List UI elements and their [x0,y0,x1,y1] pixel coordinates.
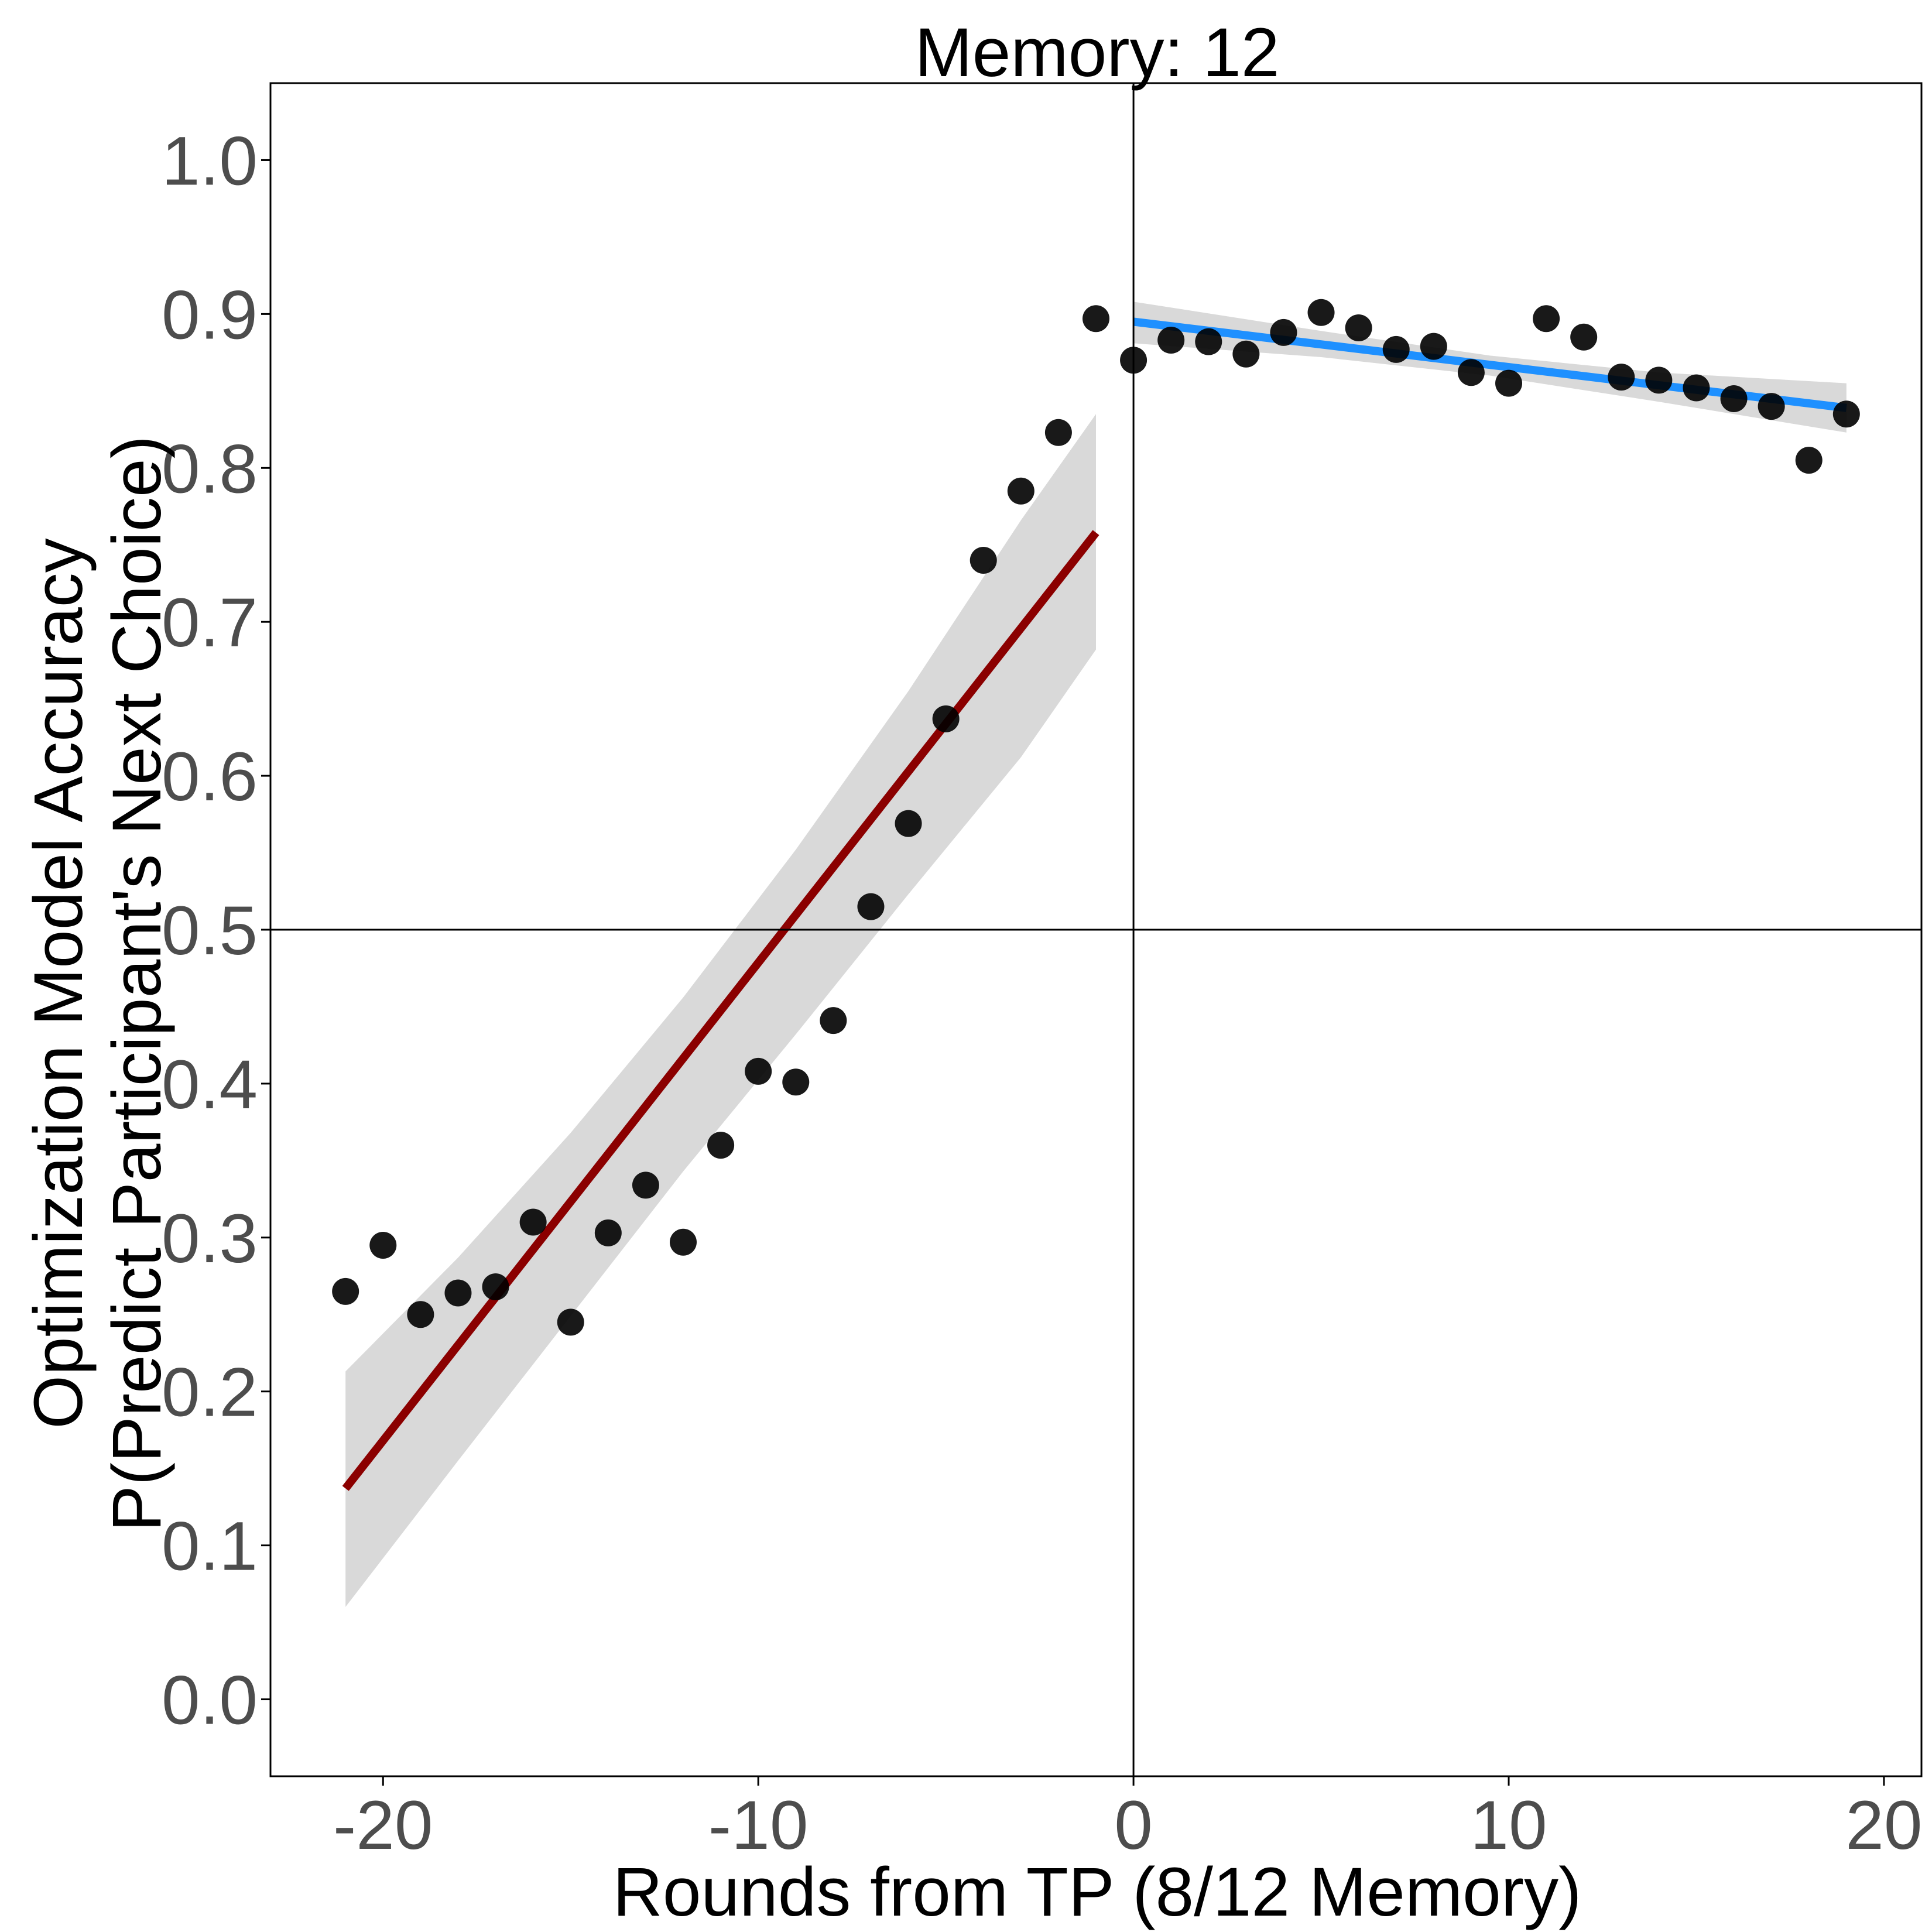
data-point [895,810,922,837]
data-point [820,1007,847,1034]
x-tick-label: 10 [1470,1787,1547,1864]
data-point [369,1231,397,1259]
data-point [444,1279,472,1307]
x-tick-label: -20 [333,1787,433,1864]
data-point [1832,400,1860,428]
data-point [782,1068,810,1096]
data-point [1570,323,1598,351]
y-tick-label: 0.0 [162,1662,258,1739]
y-tick-label: 0.6 [162,738,258,816]
data-point [1645,366,1673,394]
data-point [932,705,960,732]
x-tick-label: 20 [1845,1787,1922,1864]
data-point [707,1132,735,1159]
y-tick-label: 0.8 [162,430,258,508]
y-tick-label: 0.9 [162,276,258,354]
data-point [519,1208,547,1236]
y-tick-label: 0.7 [162,584,258,662]
data-point [745,1057,772,1085]
data-point [1120,347,1147,374]
x-axis-title: Rounds from TP (8/12 Memory) [613,1854,1582,1931]
y-axis-title: Optimization Model Accuracy P(Predict Pa… [20,436,176,1532]
data-point [1420,333,1447,360]
data-point [1195,328,1222,355]
y-tick-label: 1.0 [162,122,258,200]
chart-title: Memory: 12 [915,14,1280,91]
data-point [970,547,997,574]
data-point [1232,340,1260,368]
data-point [632,1171,659,1199]
y-axis-ticks: 0.0 0.1 0.2 0.3 0.4 0.5 0.6 0.7 0.8 0.9 1.0 [162,122,270,1739]
data-point [1495,369,1522,397]
y-tick-label: 0.1 [162,1508,258,1585]
y-tick-label: 0.2 [162,1354,258,1431]
data-point [1307,299,1335,326]
data-point [594,1219,622,1246]
data-point [1382,335,1410,363]
x-axis-ticks: -20 -10 0 10 20 [333,1776,1923,1864]
fit-line-1 [342,530,1099,1491]
data-point [332,1277,359,1305]
data-point [1683,374,1710,402]
data-point [1608,364,1635,391]
data-points [332,299,1860,1336]
data-point [1758,393,1785,420]
data-point [407,1301,434,1328]
y-tick-label: 0.3 [162,1200,258,1277]
y-axis-title-line-1: Optimization Model Accuracy [20,538,97,1429]
y-axis-title-line-2: P(Predict Participant's Next Choice) [98,436,176,1532]
data-point [1345,314,1372,342]
data-point [1007,477,1034,505]
x-tick-label: 0 [1114,1787,1153,1864]
data-point [857,893,885,920]
data-point [482,1273,509,1300]
x-tick-label: -10 [708,1787,809,1864]
data-point [1270,318,1297,346]
reference-lines [270,83,1921,1776]
data-point [1795,447,1823,474]
y-tick-label: 0.5 [162,892,258,970]
y-tick-label: 0.4 [162,1046,258,1123]
data-point [1157,327,1185,354]
data-point [1720,385,1748,412]
data-point [670,1228,697,1256]
data-point [557,1308,584,1336]
data-point [1457,359,1485,386]
data-point [1083,305,1109,333]
data-point [1533,305,1560,333]
data-point [1044,419,1072,446]
confidence-bands [345,302,1847,1607]
